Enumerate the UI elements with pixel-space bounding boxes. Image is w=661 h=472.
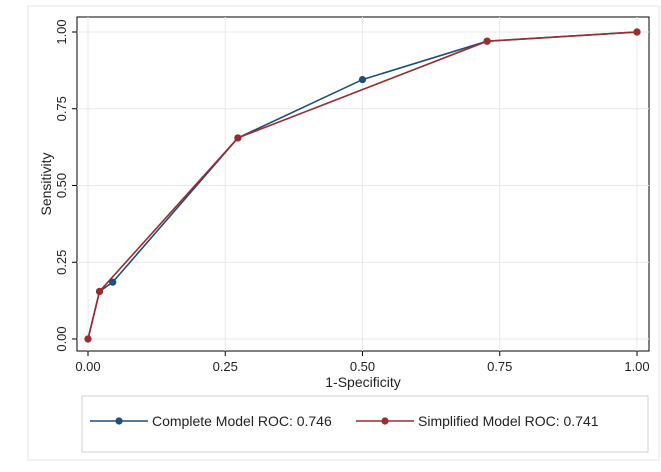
x-tick-label: 1.00 [624,359,649,374]
series-0-point-4 [358,75,367,84]
legend: Complete Model ROC: 0.746 Simplified Mode… [90,413,599,429]
legend-marker-1 [381,417,389,425]
y-tick-label: 0.50 [54,173,69,198]
y-tick-label: 0.25 [54,250,69,275]
series-1-point-3 [483,37,491,45]
legend-marker-0 [115,417,123,425]
legend-label-0: Complete Model ROC: 0.746 [152,413,332,429]
x-tick-label: 0.25 [213,359,238,374]
x-axis-title: 1-Specificity [325,374,400,390]
legend-label-1: Simplified Model ROC: 0.741 [418,413,599,429]
grid [77,17,649,351]
legend-box [81,395,649,453]
series-1-point-2 [234,134,242,142]
series-1-point-0 [84,335,92,343]
series-0-point-2 [109,278,117,286]
x-tick-label: 0.75 [487,359,512,374]
y-tick-label: 1.00 [54,19,69,44]
y-tick-label: 0.00 [54,326,69,351]
y-tick-label: 0.75 [54,96,69,121]
x-tick-label: 0.50 [350,359,375,374]
axes: 0.00 0.25 0.50 0.75 1.00 0.00 0.25 0.50 0.75 1.00 [54,19,650,374]
x-tick-label: 0.00 [75,359,100,374]
series-1-point-1 [95,287,104,296]
y-axis-title: Sensitivity [38,152,54,215]
series-layer [84,28,641,343]
series-1-point-4 [633,28,641,36]
